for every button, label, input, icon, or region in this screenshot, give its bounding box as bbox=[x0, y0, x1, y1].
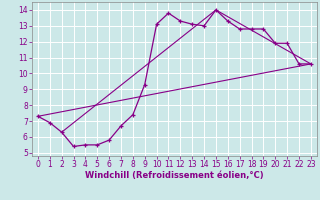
X-axis label: Windchill (Refroidissement éolien,°C): Windchill (Refroidissement éolien,°C) bbox=[85, 171, 264, 180]
